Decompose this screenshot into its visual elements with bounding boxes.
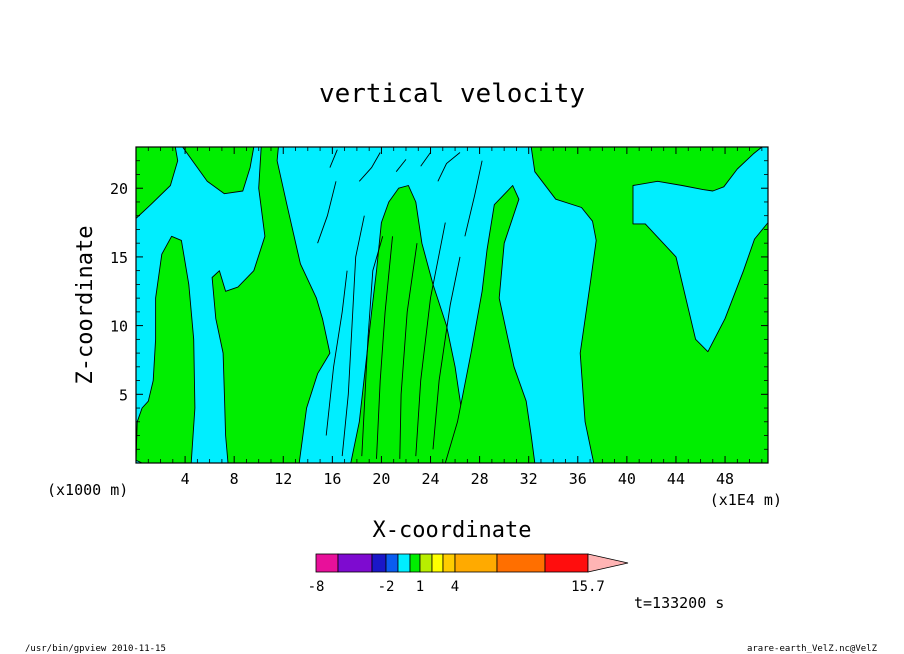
x-tick-label-9: 40 <box>618 470 636 488</box>
y-tick-label-1: 10 <box>110 318 128 336</box>
x-tick-label-8: 36 <box>569 470 587 488</box>
colorbar-segment-3 <box>385 553 399 573</box>
x-unit-right: (x1E4 m) <box>710 491 782 509</box>
x-unit-left: (x1000 m) <box>47 481 128 499</box>
contour-line-11 <box>437 152 461 182</box>
footer-left: /usr/bin/gpview 2010-11-15 <box>25 644 166 654</box>
contour-line-5 <box>432 256 461 450</box>
colorbar: -8 -2 1 4 15.7 <box>308 553 629 595</box>
colorbar-segment-5 <box>409 553 421 573</box>
contour-line-9 <box>395 159 407 172</box>
colorbar-label-1: -2 <box>378 579 395 595</box>
x-tick-label-3: 16 <box>323 470 341 488</box>
x-tick-label-10: 44 <box>667 470 685 488</box>
green-region-center-left-block <box>211 147 331 463</box>
colorbar-segment-1 <box>337 553 373 573</box>
green-region-right-plume <box>444 185 536 463</box>
y-tick-label-2: 15 <box>110 249 128 267</box>
contour-line-6 <box>325 270 348 436</box>
y-axis: 5 10 15 20 <box>110 160 768 450</box>
contour-line-7 <box>317 181 337 244</box>
contour-line-1 <box>361 236 384 457</box>
colorbar-label-4: 15.7 <box>571 579 605 595</box>
y-tick-label-0: 5 <box>119 386 128 404</box>
y-tick-label-3: 20 <box>110 180 128 198</box>
colorbar-segment-2 <box>371 553 387 573</box>
colorbar-label-0: -8 <box>308 579 325 595</box>
contour-line-10 <box>420 152 431 167</box>
colorbar-segment-9 <box>454 553 498 573</box>
contour-line-13 <box>329 149 338 168</box>
colorbar-segment-6 <box>419 553 433 573</box>
colorbar-label-3: 4 <box>451 579 459 595</box>
contour-line-0 <box>341 215 365 457</box>
x-tick-label-5: 24 <box>421 470 439 488</box>
x-tick-label-6: 28 <box>471 470 489 488</box>
y-axis-label: Z-coordinate <box>73 226 98 385</box>
colorbar-label-2: 1 <box>416 579 424 595</box>
x-tick-label-0: 4 <box>181 470 190 488</box>
x-tick-label-1: 8 <box>230 470 239 488</box>
contour-line-4 <box>415 222 446 457</box>
x-tick-label-2: 12 <box>274 470 292 488</box>
green-region-upper-right-mass <box>530 147 768 463</box>
green-region-left-column <box>136 235 196 463</box>
x-tick-label-11: 48 <box>716 470 734 488</box>
contour-lines <box>317 149 483 459</box>
chart-title: vertical velocity <box>319 79 585 109</box>
green-region-upper-strip <box>182 147 255 195</box>
contour-line-2 <box>376 236 393 459</box>
colorbar-segment-4 <box>397 553 411 573</box>
green-region-upper-left-band <box>136 147 179 219</box>
contour-line-3 <box>399 243 418 459</box>
colorbar-segment-0 <box>315 553 339 573</box>
x-axis-label: X-coordinate <box>373 518 532 543</box>
plot-frame <box>135 146 769 464</box>
colorbar-extend-arrow <box>587 553 629 573</box>
x-axis: 4 8 12 16 20 24 28 32 36 40 44 48 <box>147 147 763 488</box>
contour-line-8 <box>358 152 381 182</box>
colorbar-segment-7 <box>431 553 444 573</box>
time-label: t=133200 s <box>634 594 724 612</box>
contour-line-12 <box>464 160 483 237</box>
x-tick-label-4: 20 <box>372 470 390 488</box>
footer-right: arare-earth_VelZ.nc@VelZ <box>747 644 878 654</box>
x-tick-label-7: 32 <box>520 470 538 488</box>
colorbar-segment-11 <box>544 553 589 573</box>
colorbar-segment-8 <box>442 553 456 573</box>
colorbar-segment-10 <box>496 553 546 573</box>
